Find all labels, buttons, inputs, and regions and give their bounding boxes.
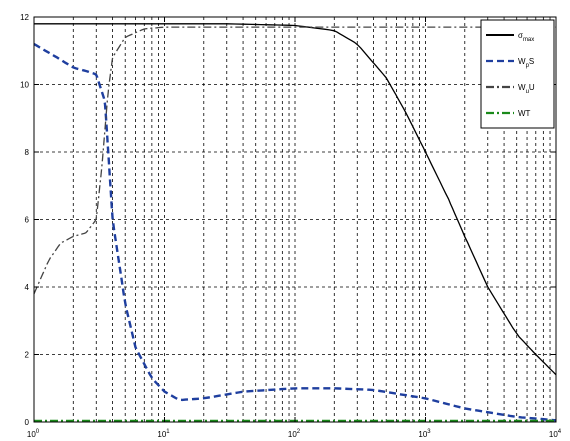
x-tick-label-exponent: 2	[297, 429, 301, 435]
y-tick-label: 12	[20, 13, 29, 22]
legend-label-1: σmax	[518, 31, 534, 43]
legend-label-part: S	[529, 57, 534, 66]
x-tick-label-base: 10	[27, 430, 36, 439]
x-tick-label-exponent: 1	[166, 429, 170, 435]
y-tick-label: 2	[25, 351, 30, 360]
x-tick-label-base: 10	[549, 430, 558, 439]
x-tick-label: 101	[157, 429, 170, 439]
x-tick-label-base: 10	[418, 430, 427, 439]
legend-label-2: WpS	[518, 57, 534, 69]
series-line-2	[33, 42, 557, 422]
x-tick-label-exponent: 0	[36, 429, 40, 435]
y-tick-label: 8	[25, 148, 30, 157]
x-tick-label-exponent: 3	[427, 429, 431, 435]
x-tick-label: 103	[418, 429, 431, 439]
legend-label-part: max	[523, 37, 534, 43]
x-tick-label: 100	[27, 429, 40, 439]
legend-label-3: WuU	[518, 83, 535, 95]
x-tick-label-base: 10	[157, 430, 166, 439]
legend-box	[480, 19, 555, 129]
legend-label-part: u	[526, 89, 529, 95]
legend-label-part: W	[518, 57, 526, 66]
y-tick-label: 4	[25, 283, 30, 292]
x-tick-label-base: 10	[288, 430, 297, 439]
legend-label-part: WT	[518, 109, 531, 118]
legend-label-part: W	[518, 83, 526, 92]
x-tick-label: 104	[549, 429, 562, 439]
series-line-3	[33, 26, 556, 295]
legend-label-part: σ	[518, 31, 523, 40]
legend-label-4: WT	[518, 109, 531, 118]
y-tick-label: 10	[20, 81, 29, 90]
x-tick-label-exponent: 4	[558, 429, 562, 435]
series-line-1	[34, 23, 557, 376]
y-tick-label: 6	[25, 216, 30, 225]
legend-label-part: p	[526, 63, 530, 69]
legend-label-part: U	[529, 83, 535, 92]
x-tick-label: 102	[288, 429, 301, 439]
y-tick-label: 0	[25, 418, 30, 427]
